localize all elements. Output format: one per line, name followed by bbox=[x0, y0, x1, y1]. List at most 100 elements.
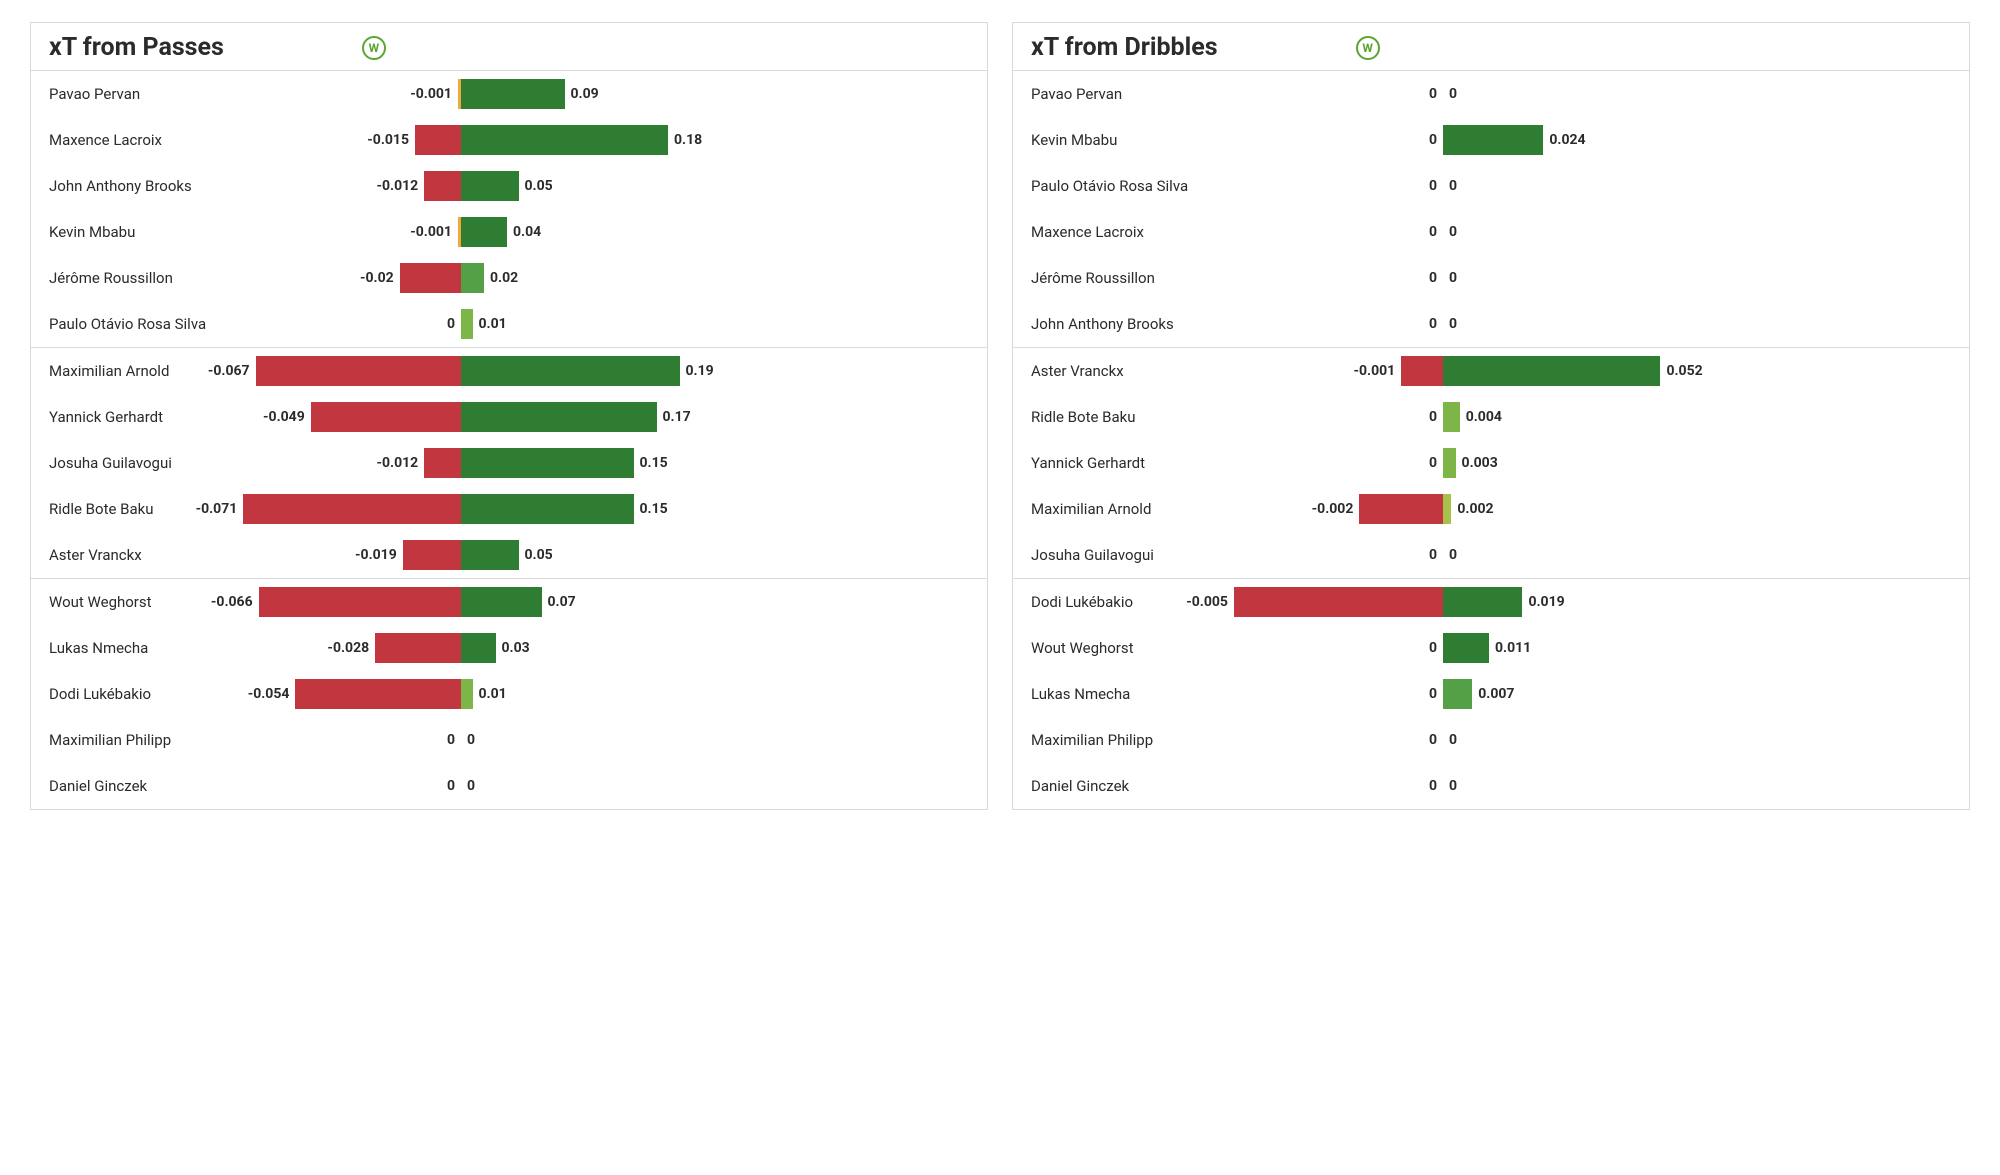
player-row: Kevin Mbabu -0.0010.04 bbox=[31, 209, 987, 255]
player-name: Daniel Ginczek bbox=[1031, 777, 1129, 795]
positive-bar bbox=[461, 309, 473, 339]
player-name: Kevin Mbabu bbox=[1031, 131, 1117, 149]
positive-value: 0 bbox=[467, 778, 475, 794]
positive-value: 0.15 bbox=[640, 455, 668, 471]
negative-value: -0.02 bbox=[360, 270, 394, 286]
negative-value: 0 bbox=[1429, 316, 1437, 332]
positive-value: 0.04 bbox=[513, 224, 541, 240]
player-name: Aster Vranckx bbox=[1031, 362, 1124, 380]
player-row: Jérôme Roussillon00 bbox=[1013, 255, 1969, 301]
bar-zone: -0.0010.052 bbox=[1213, 356, 1673, 386]
bar-zone: -0.0490.17 bbox=[231, 402, 691, 432]
bar-zone: -0.001 0.09 bbox=[231, 79, 691, 109]
player-row: Wout Weghorst00.011 bbox=[1013, 625, 1969, 671]
player-name: Aster Vranckx bbox=[49, 546, 142, 564]
bar-zone: 00 bbox=[1213, 171, 1673, 201]
bar-zone: -0.012 0.15 bbox=[231, 448, 691, 478]
negative-value: -0.012 bbox=[376, 178, 418, 194]
player-name: Pavao Pervan bbox=[1031, 85, 1122, 103]
negative-bar bbox=[424, 448, 461, 478]
player-name: Dodi Lukébakio bbox=[49, 685, 151, 703]
negative-value: -0.012 bbox=[376, 455, 418, 471]
positive-value: 0.024 bbox=[1549, 132, 1585, 148]
negative-bar bbox=[259, 587, 461, 617]
player-row: Maximilian Arnold-0.0020.002 bbox=[1013, 486, 1969, 532]
player-row: Jérôme Roussillon-0.020.02 bbox=[31, 255, 987, 301]
negative-bar bbox=[1359, 494, 1443, 524]
player-name: Kevin Mbabu bbox=[49, 223, 135, 241]
player-name: Lukas Nmecha bbox=[1031, 685, 1130, 703]
positive-value: 0 bbox=[467, 732, 475, 748]
bar-zone: -0.0280.03 bbox=[231, 633, 691, 663]
player-row: Dodi Lukébakio-0.0050.019 bbox=[1013, 579, 1969, 625]
player-name: Yannick Gerhardt bbox=[49, 408, 163, 426]
positive-bar bbox=[1443, 679, 1472, 709]
player-name: Josuha Guilavogui bbox=[1031, 546, 1154, 564]
charts-container: xT from PassesPavao Pervan-0.0010.09Maxe… bbox=[30, 22, 1970, 810]
negative-bar bbox=[375, 633, 461, 663]
positive-bar bbox=[1443, 587, 1522, 617]
positive-bar bbox=[461, 587, 542, 617]
positive-value: 0.09 bbox=[571, 86, 599, 102]
player-name: Maximilian Philipp bbox=[1031, 731, 1153, 749]
positive-value: 0.18 bbox=[674, 132, 702, 148]
player-name: Paulo Otávio Rosa Silva bbox=[1031, 177, 1188, 195]
player-row: Maximilian Philipp00 bbox=[31, 717, 987, 763]
player-name: Daniel Ginczek bbox=[49, 777, 147, 795]
positive-value: 0.03 bbox=[502, 640, 530, 656]
negative-value: -0.019 bbox=[355, 547, 397, 563]
player-row: John Anthony Brooks-0.0120.05 bbox=[31, 163, 987, 209]
player-row: Lukas Nmecha 00.007 bbox=[1013, 671, 1969, 717]
player-row: Paulo Otávio Rosa Silva00.01 bbox=[31, 301, 987, 347]
player-row: Maximilian Philipp 00 bbox=[1013, 717, 1969, 763]
positive-bar bbox=[461, 448, 634, 478]
player-row: Aster Vranckx-0.0010.052 bbox=[1013, 348, 1969, 394]
club-badge-icon bbox=[1356, 36, 1380, 60]
player-name: Lukas Nmecha bbox=[49, 639, 148, 657]
positive-value: 0.07 bbox=[548, 594, 576, 610]
negative-bar bbox=[415, 125, 461, 155]
positive-bar bbox=[461, 263, 484, 293]
negative-value: 0 bbox=[1429, 455, 1437, 471]
player-name: Wout Weghorst bbox=[49, 593, 152, 611]
chart-panel: xT from DribblesPavao Pervan00Kevin Mbab… bbox=[1012, 22, 1970, 810]
negative-value: 0 bbox=[1429, 778, 1437, 794]
negative-value: -0.001 bbox=[410, 86, 452, 102]
player-name: Josuha Guilavogui bbox=[49, 454, 172, 472]
bar-zone: 00 bbox=[1213, 540, 1673, 570]
positive-value: 0.19 bbox=[686, 363, 714, 379]
bar-zone: -0.0010.04 bbox=[231, 217, 691, 247]
player-name: Maximilian Arnold bbox=[1031, 500, 1151, 518]
negative-value: -0.001 bbox=[1353, 363, 1395, 379]
positive-value: 0.15 bbox=[640, 501, 668, 517]
positive-bar bbox=[461, 540, 519, 570]
bar-zone: 00.011 bbox=[1213, 633, 1673, 663]
positive-bar bbox=[461, 356, 680, 386]
player-row: Lukas Nmecha -0.0280.03 bbox=[31, 625, 987, 671]
chart-panel: xT from PassesPavao Pervan-0.0010.09Maxe… bbox=[30, 22, 988, 810]
negative-value: -0.015 bbox=[367, 132, 409, 148]
bar-zone: 00 bbox=[1213, 725, 1673, 755]
positive-bar bbox=[1443, 448, 1456, 478]
positive-bar bbox=[461, 125, 668, 155]
positive-value: 0.052 bbox=[1666, 363, 1702, 379]
bar-zone: 00.004 bbox=[1213, 402, 1673, 432]
bar-zone: 00.007 bbox=[1213, 679, 1673, 709]
player-name: Ridle Bote Baku bbox=[49, 500, 154, 518]
player-row: Ridle Bote Baku-0.0710.15 bbox=[31, 486, 987, 532]
negative-value: 0 bbox=[1429, 86, 1437, 102]
negative-bar bbox=[400, 263, 461, 293]
player-name: Maxence Lacroix bbox=[1031, 223, 1144, 241]
player-row: Maxence Lacroix -0.015 0.18 bbox=[31, 117, 987, 163]
positive-value: 0 bbox=[1449, 778, 1457, 794]
player-row: Dodi Lukébakio-0.0540.01 bbox=[31, 671, 987, 717]
player-name: Dodi Lukébakio bbox=[1031, 593, 1133, 611]
bar-zone: 00 bbox=[231, 771, 691, 801]
player-row: Yannick Gerhardt -0.0490.17 bbox=[31, 394, 987, 440]
negative-bar bbox=[403, 540, 461, 570]
player-name: Jérôme Roussillon bbox=[49, 269, 173, 287]
player-name: Maxence Lacroix bbox=[49, 131, 162, 149]
player-row: Josuha Guilavogui 00 bbox=[1013, 532, 1969, 578]
player-row: Daniel Ginczek 00 bbox=[1013, 763, 1969, 809]
negative-value: 0 bbox=[1429, 732, 1437, 748]
